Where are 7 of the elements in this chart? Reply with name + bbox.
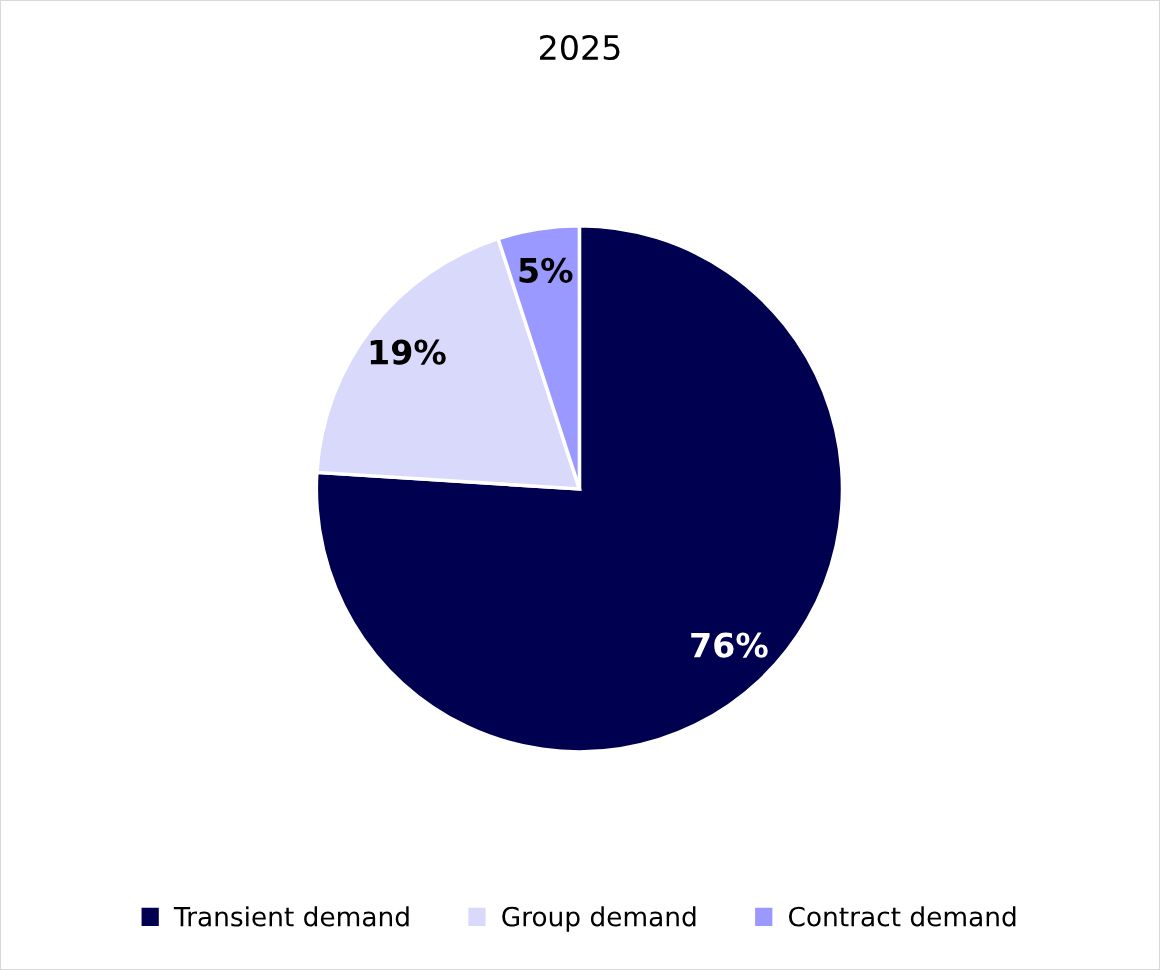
legend-label: Group demand [502, 906, 696, 932]
legend-label: Contract demand [788, 906, 1016, 927]
data-label: 76% [691, 632, 768, 658]
legend-label: Transient demand [173, 906, 409, 927]
data-label: 19% [370, 339, 446, 365]
data-label: 5% [519, 257, 573, 283]
chart-title: 2025 [540, 34, 620, 61]
